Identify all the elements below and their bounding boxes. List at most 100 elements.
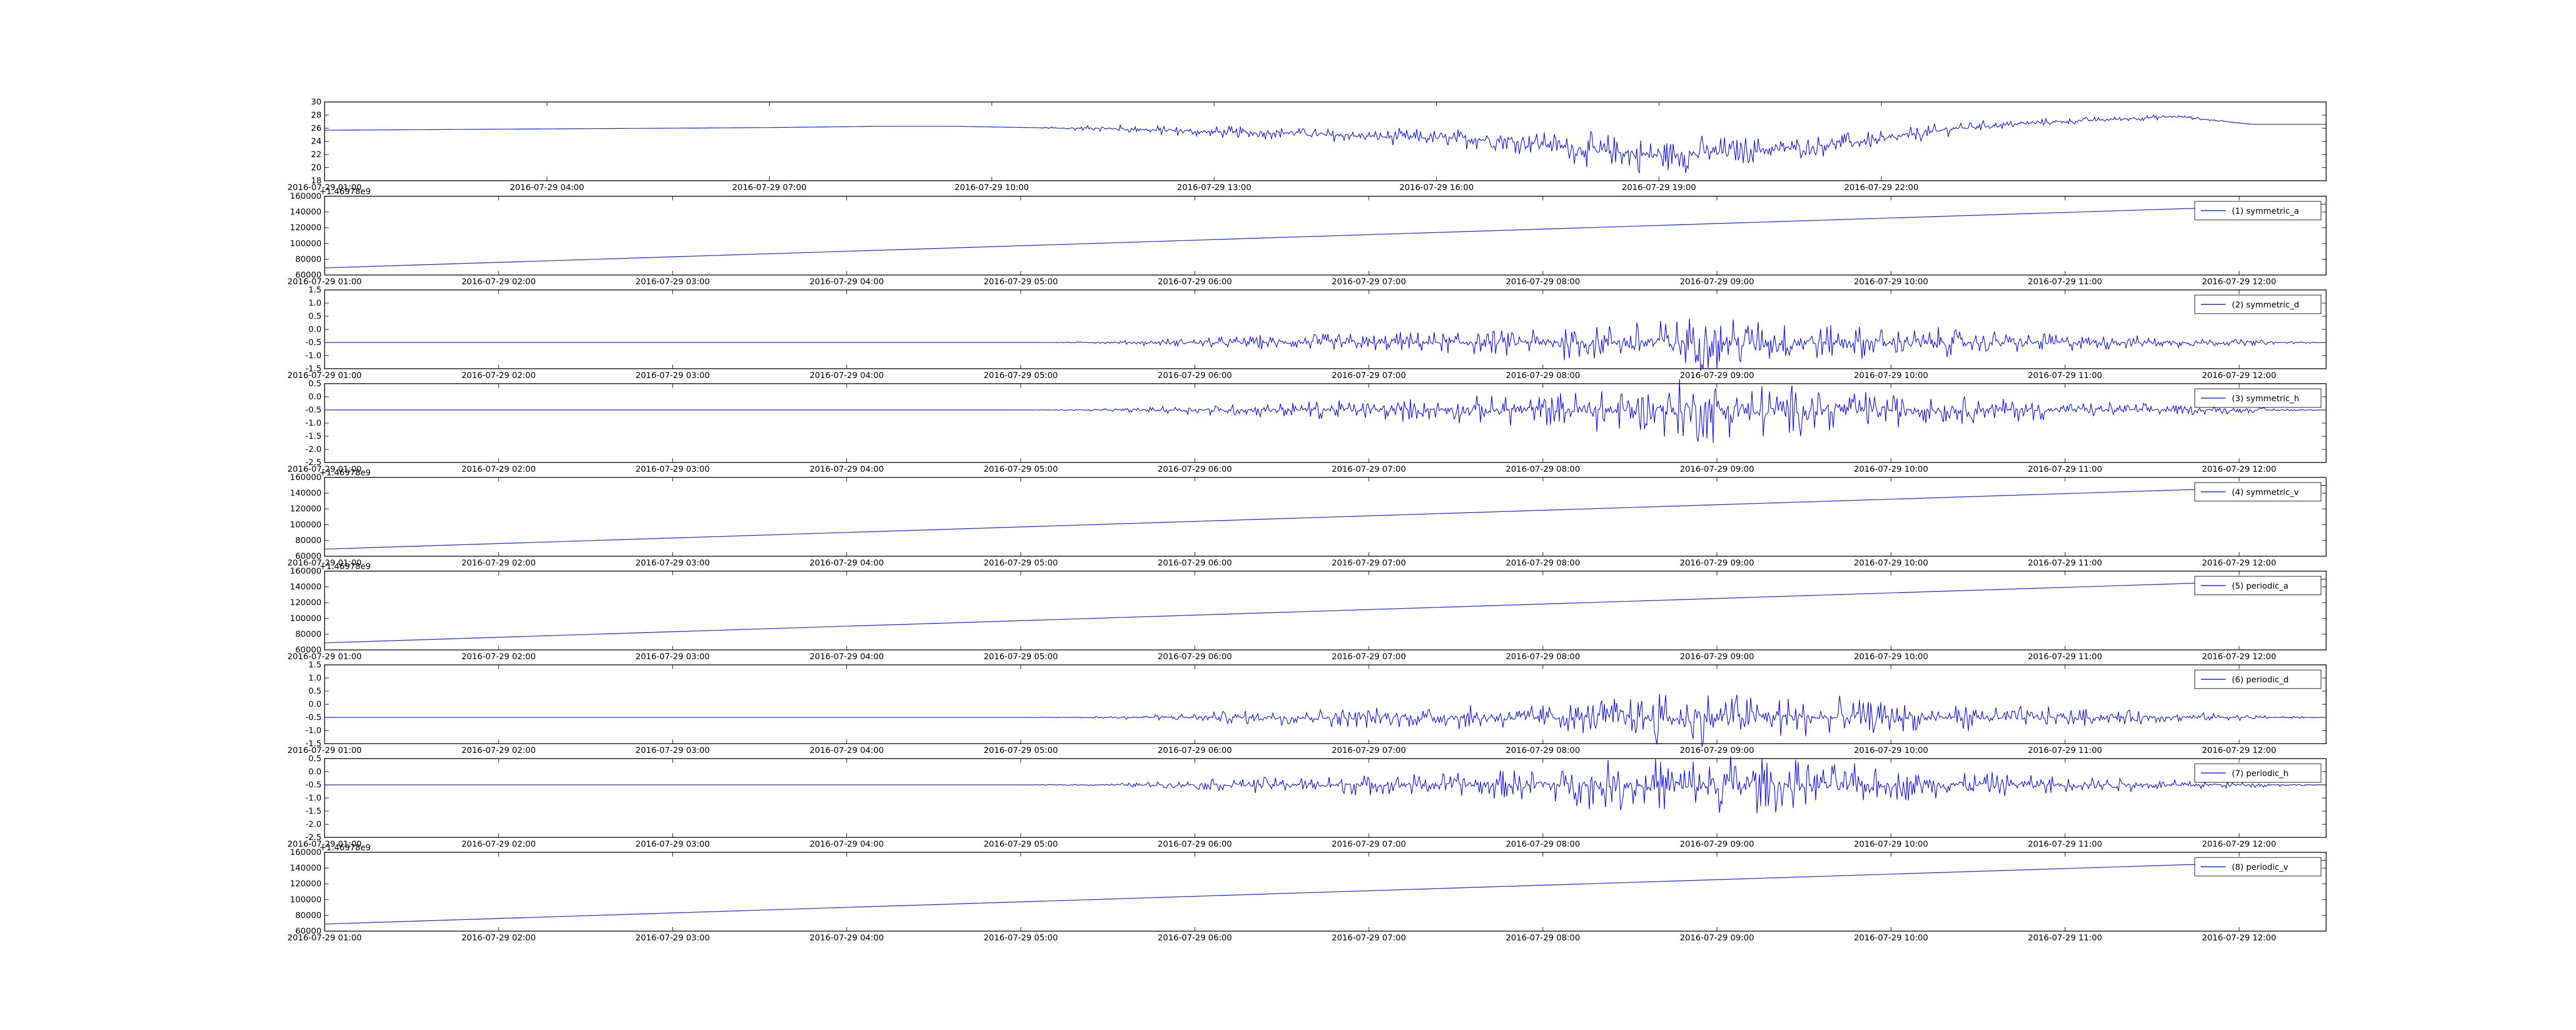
x-tick-label: 2016-07-29 05:00 [984,464,1058,474]
x-tick-label: 2016-07-29 02:00 [462,277,536,286]
x-tick-label: 2016-07-29 12:00 [2202,277,2276,286]
x-tick-label: 2016-07-29 19:00 [1622,182,1696,192]
x-tick-label: 2016-07-29 09:00 [1680,277,1754,286]
x-tick-label: 2016-07-29 12:00 [2202,651,2276,661]
y-tick-label: 140000 [290,488,321,498]
y-tick-label: 0.5 [309,753,321,763]
x-tick-label: 2016-07-29 01:00 [287,839,362,849]
y-tick-label: 26 [311,123,321,133]
x-tick-label: 2016-07-29 11:00 [2028,745,2102,755]
y-tick-label: 160000 [290,472,321,482]
y-tick-label: 120000 [290,504,321,513]
y-tick-label: -1.5 [306,739,321,748]
x-tick-label: 2016-07-29 04:00 [809,933,884,942]
x-tick-label: 2016-07-29 07:00 [1332,839,1406,849]
x-tick-label: 2016-07-29 11:00 [2028,277,2102,286]
y-tick-label: 120000 [290,597,321,607]
y-tick-label: 0.5 [309,379,321,388]
y-tick-label: 100000 [290,613,321,623]
x-tick-label: 2016-07-29 11:00 [2028,370,2102,380]
x-tick-label: 2016-07-29 16:00 [1399,182,1473,192]
x-tick-label: 2016-07-29 10:00 [1854,839,1928,849]
x-tick-label: 2016-07-29 07:00 [1332,745,1406,755]
y-tick-label: -0.5 [306,712,321,722]
x-tick-label: 2016-07-29 09:00 [1680,933,1754,942]
y-tick-label: 140000 [290,207,321,217]
series-line [325,318,2326,371]
y-tick-label: 100000 [290,238,321,248]
x-tick-label: 2016-07-29 01:00 [287,558,362,568]
y-tick-label: 0.0 [309,324,321,334]
axes-frame [324,758,2327,838]
x-tick-label: 2016-07-29 22:00 [1844,182,1919,192]
x-tick-label: 2016-07-29 04:00 [809,651,884,661]
axis-offset-text: +1.46978e9 [319,186,371,196]
x-tick-label: 2016-07-29 04:00 [809,370,884,380]
x-tick-label: 2016-07-29 08:00 [1506,277,1580,286]
axes-frame [324,477,2327,557]
y-tick-label: 60000 [295,926,321,936]
x-tick-label: 2016-07-29 11:00 [2028,464,2102,474]
x-tick-label: 2016-07-29 06:00 [1158,277,1232,286]
axes-frame [324,852,2327,932]
series-line [324,203,2327,268]
y-tick-label: 160000 [290,191,321,201]
y-tick-label: 80000 [295,629,321,639]
x-tick-label: 2016-07-29 09:00 [1680,839,1754,849]
x-tick-label: 2016-07-29 09:00 [1680,370,1754,380]
legend-label: (3) symmetric_h [2232,393,2299,404]
axis-offset-text: +1.46978e9 [319,561,371,571]
y-tick-label: 0.0 [309,699,321,709]
axis-offset-text: +1.46978e9 [319,468,371,477]
x-tick-label: 2016-07-29 10:00 [1854,370,1928,380]
legend-label: (6) periodic_d [2232,675,2289,685]
x-tick-label: 2016-07-29 12:00 [2202,933,2276,942]
x-tick-label: 2016-07-29 11:00 [2028,839,2102,849]
x-tick-label: 2016-07-29 04:00 [809,745,884,755]
x-tick-label: 2016-07-29 04:00 [510,182,584,192]
axes-frame [324,571,2327,650]
x-tick-label: 2016-07-29 07:00 [1332,277,1406,286]
y-tick-label: 30 [311,97,321,107]
x-tick-label: 2016-07-29 10:00 [1854,558,1928,568]
y-tick-label: 0.5 [309,686,321,696]
x-tick-label: 2016-07-29 03:00 [636,933,710,942]
y-tick-label: 28 [311,110,321,120]
legend-label: (2) symmetric_d [2232,300,2299,310]
y-tick-label: -1.5 [306,431,321,441]
y-tick-label: 20 [311,163,321,173]
x-tick-label: 2016-07-29 06:00 [1158,933,1232,942]
y-tick-label: -1.0 [306,418,321,428]
legend-label: (4) symmetric_v [2232,487,2299,497]
x-tick-label: 2016-07-29 02:00 [462,651,536,661]
x-tick-label: 2016-07-29 03:00 [636,745,710,755]
y-tick-label: 140000 [290,863,321,873]
x-tick-label: 2016-07-29 08:00 [1506,370,1580,380]
x-tick-label: 2016-07-29 06:00 [1158,745,1232,755]
x-tick-label: 2016-07-29 07:00 [1332,464,1406,474]
y-tick-label: 1.5 [309,285,321,295]
x-tick-label: 2016-07-29 05:00 [984,745,1058,755]
y-tick-label: 100000 [290,520,321,529]
y-tick-label: -1.0 [306,726,321,735]
series-line [324,485,2327,550]
x-tick-label: 2016-07-29 08:00 [1506,651,1580,661]
x-tick-label: 2016-07-29 06:00 [1158,370,1232,380]
axes-frame [324,664,2327,744]
y-tick-label: 1.0 [309,298,321,308]
axes-frame [324,383,2327,463]
x-tick-label: 2016-07-29 02:00 [462,464,536,474]
x-tick-label: 2016-07-29 01:00 [287,182,362,192]
y-tick-label: 100000 [290,895,321,904]
y-tick-label: -0.5 [306,780,321,789]
x-tick-label: 2016-07-29 11:00 [2028,651,2102,661]
x-tick-label: 2016-07-29 06:00 [1158,558,1232,568]
y-tick-label: 120000 [290,222,321,232]
x-tick-label: 2016-07-29 03:00 [636,370,710,380]
series-line [325,756,2327,814]
axes-frame [324,196,2327,276]
x-tick-label: 2016-07-29 05:00 [984,933,1058,942]
x-tick-label: 2016-07-29 10:00 [1854,464,1928,474]
x-tick-label: 2016-07-29 06:00 [1158,464,1232,474]
